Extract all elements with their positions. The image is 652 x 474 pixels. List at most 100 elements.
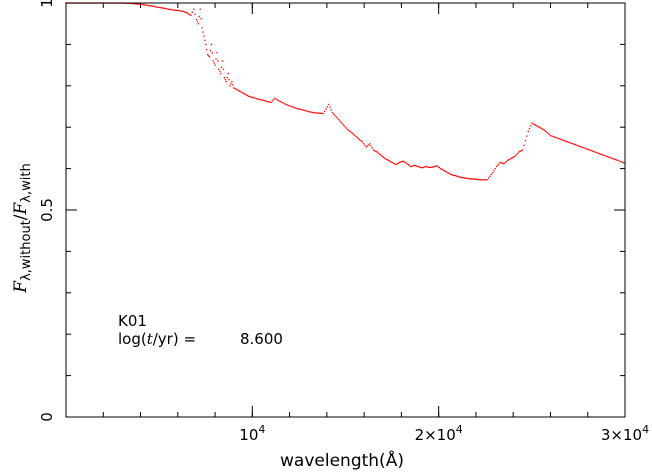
data-point (401, 160, 403, 163)
data-point (443, 170, 445, 172)
data-point (584, 147, 587, 150)
data-point (271, 100, 273, 102)
data-point (593, 150, 595, 153)
tick-labels: 104 2×104 3×104 0 0.5 1 (38, 0, 649, 444)
y-title-main: F (11, 280, 31, 294)
data-point (621, 161, 623, 163)
data-point (459, 176, 462, 178)
data-point (199, 8, 201, 10)
data-point (377, 152, 380, 154)
data-point (173, 9, 175, 11)
data-point (148, 4, 150, 7)
data-point (547, 132, 549, 134)
model-label: K01 (118, 312, 147, 330)
data-point (290, 105, 293, 108)
data-point (490, 173, 493, 176)
data-point (386, 159, 388, 161)
data-point (565, 140, 567, 142)
data-point (357, 138, 360, 140)
data-point (622, 162, 625, 164)
data-point (209, 50, 212, 52)
data-point (482, 179, 484, 181)
data-point (436, 165, 438, 167)
data-point (159, 6, 161, 9)
data-point (531, 122, 533, 124)
data-point (451, 174, 453, 176)
data-point (321, 112, 323, 115)
data-point (306, 110, 308, 112)
data-point (514, 155, 516, 157)
data-point (397, 162, 399, 164)
data-point (196, 21, 199, 23)
data-point (477, 178, 479, 181)
data-point (495, 165, 498, 168)
data-point (210, 43, 213, 46)
data-point (348, 129, 350, 131)
data-point (590, 149, 592, 152)
data-point (431, 166, 433, 168)
data-point (570, 142, 573, 144)
data-point (155, 6, 157, 8)
y-tick-label: 0.5 (38, 198, 56, 222)
data-point (384, 157, 386, 159)
data-point (139, 3, 142, 5)
data-point (454, 175, 457, 177)
data-point (239, 90, 241, 93)
data-point (156, 6, 158, 8)
data-point (539, 127, 542, 129)
data-point (527, 130, 529, 133)
data-point (149, 5, 152, 7)
data-point (302, 109, 304, 111)
data-point (472, 178, 474, 180)
data-point (163, 7, 165, 9)
data-point (275, 98, 277, 100)
y-title-sub2: λ,with (19, 163, 34, 202)
data-point (343, 124, 345, 126)
data-point (423, 166, 426, 168)
data-point (169, 8, 171, 11)
data-point (279, 100, 281, 103)
data-point (336, 117, 339, 119)
data-point (311, 111, 314, 114)
data-point (144, 4, 146, 6)
data-point (566, 141, 568, 143)
data-point (145, 4, 147, 6)
data-point (529, 125, 532, 127)
data-point (480, 179, 483, 181)
data-point (267, 101, 270, 103)
data-point (349, 130, 351, 132)
data-point (556, 137, 559, 139)
age-value: 8.600 (240, 330, 283, 348)
data-point (364, 144, 366, 146)
data-point (551, 135, 553, 137)
data-point (197, 23, 199, 25)
data-point (295, 107, 297, 109)
data-point (508, 159, 510, 161)
data-point (505, 160, 508, 163)
data-point (269, 101, 271, 103)
data-point (444, 170, 447, 173)
data-point (201, 27, 203, 29)
data-point (162, 7, 164, 9)
data-point (519, 150, 521, 153)
data-point (133, 3, 135, 5)
data-point (447, 172, 449, 174)
data-point (255, 98, 258, 100)
data-point (456, 175, 458, 177)
data-point (362, 142, 365, 145)
data-point (352, 133, 355, 136)
data-point (457, 175, 459, 178)
data-point (320, 112, 322, 114)
data-point (579, 145, 581, 148)
data-point (194, 13, 196, 16)
data-point (413, 164, 416, 166)
data-point (359, 139, 361, 141)
data-point (538, 126, 540, 128)
data-point (390, 161, 392, 163)
data-point (434, 165, 437, 167)
data-point (402, 160, 404, 162)
data-point (158, 6, 160, 9)
data-point (212, 60, 214, 62)
data-point (429, 166, 432, 168)
data-point (575, 144, 577, 146)
